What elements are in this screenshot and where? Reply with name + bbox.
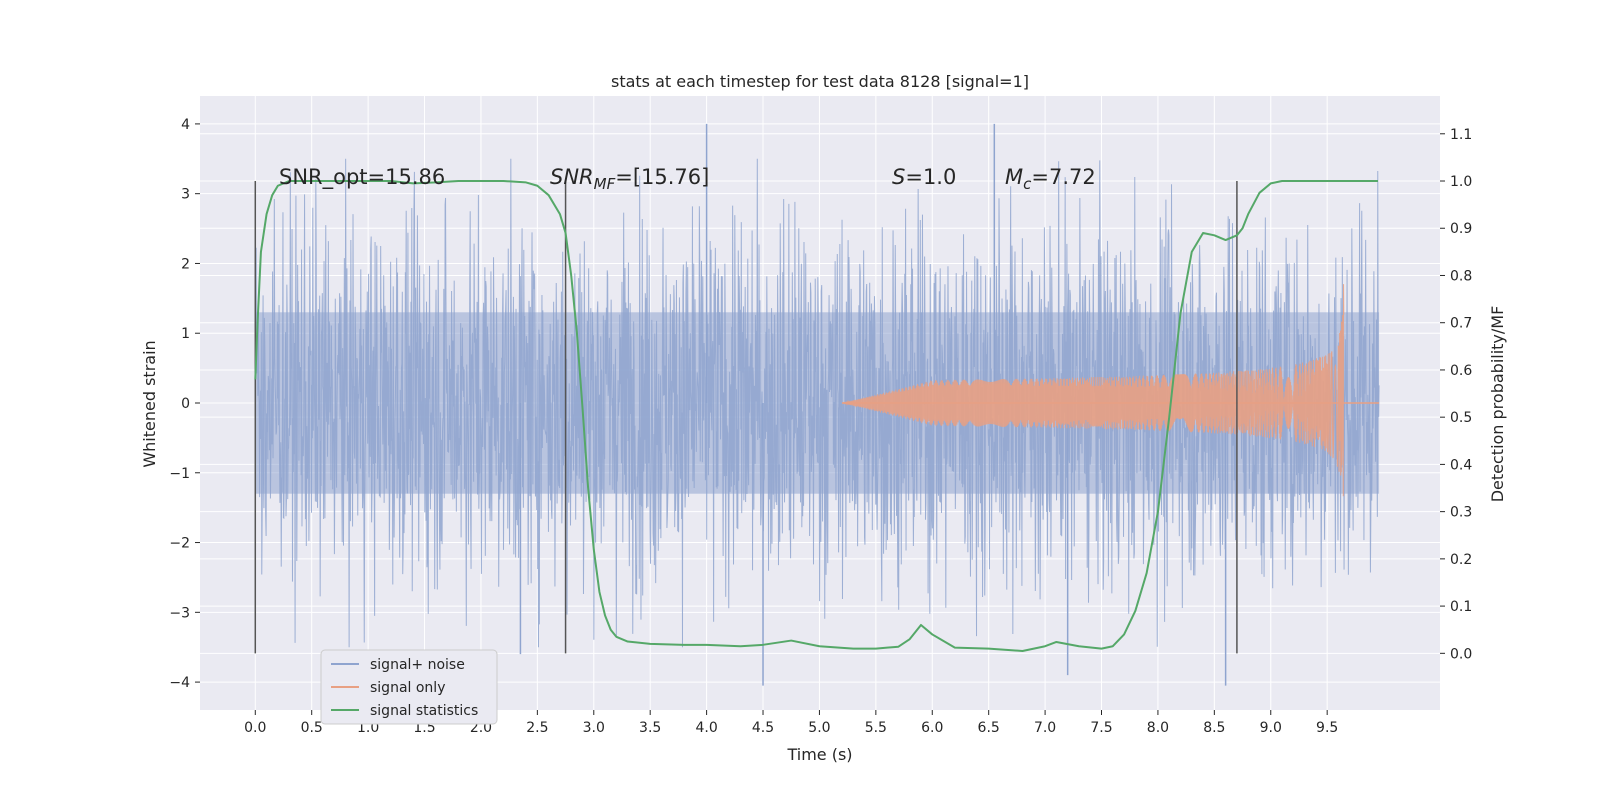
x-tick-label: 0.5 bbox=[301, 720, 323, 736]
annotation-mc: Mc=7.72 bbox=[1005, 165, 1096, 193]
x-tick-label: 7.0 bbox=[1034, 720, 1056, 736]
y-tick-label: 2 bbox=[181, 256, 190, 272]
x-tick-label: 3.0 bbox=[583, 720, 605, 736]
x-tick-label: 3.5 bbox=[639, 720, 661, 736]
noise-trace bbox=[254, 158, 1380, 648]
chart-title: stats at each timestep for test data 812… bbox=[611, 72, 1029, 91]
x-tick-label: 5.0 bbox=[808, 720, 830, 736]
y-tick-label: 4 bbox=[181, 117, 190, 133]
x-tick-label: 0.0 bbox=[244, 720, 266, 736]
y2-tick-label: 0.0 bbox=[1450, 646, 1472, 662]
annotation-snr-mf: SNRMF=[15.76] bbox=[550, 165, 709, 193]
x-tick-label: 8.0 bbox=[1147, 720, 1169, 736]
y-tick-label: 1 bbox=[181, 326, 190, 342]
y-tick-label: 0 bbox=[181, 396, 190, 412]
x-axis-label: Time (s) bbox=[786, 745, 852, 764]
x-tick-label: 9.0 bbox=[1260, 720, 1282, 736]
y-tick-label: −2 bbox=[169, 536, 190, 552]
legend-label-stats: signal statistics bbox=[370, 703, 478, 719]
statistics-trace bbox=[254, 180, 1378, 652]
annotation-snr-opt: SNR_opt=15.86 bbox=[279, 165, 445, 190]
y2-tick-label: 0.6 bbox=[1450, 363, 1472, 379]
legend-box bbox=[320, 649, 498, 725]
x-tick-label: 8.5 bbox=[1203, 720, 1225, 736]
y2-tick-label: 0.5 bbox=[1450, 410, 1472, 426]
y2-tick-label: 1.0 bbox=[1450, 174, 1472, 190]
legend-label-noise: signal+ noise bbox=[370, 657, 465, 673]
axis-ticks: 0.0 0.5 1.0 1.5 2.0 2.5 3.0 3.5 4.0 4.5 5.0 5.5 6.0 6… bbox=[169, 117, 1472, 736]
y2-tick-label: 1.1 bbox=[1450, 127, 1472, 143]
x-tick-label: 2.5 bbox=[526, 720, 548, 736]
y-tick-label: 3 bbox=[181, 187, 190, 203]
x-tick-label: 6.5 bbox=[978, 720, 1000, 736]
y2-tick-label: 0.3 bbox=[1450, 505, 1472, 521]
annotation-s: S=1.0 bbox=[892, 165, 956, 189]
y2-tick-label: 0.1 bbox=[1450, 599, 1472, 615]
x-tick-label: 7.5 bbox=[1090, 720, 1112, 736]
chirp-trace bbox=[841, 284, 1345, 497]
x-tick-label: 6.0 bbox=[921, 720, 943, 736]
x-tick-label: 5.5 bbox=[865, 720, 887, 736]
y2-tick-label: 0.9 bbox=[1450, 221, 1472, 237]
y-tick-label: −3 bbox=[169, 605, 190, 621]
series-signal-only bbox=[841, 284, 1380, 497]
y2-tick-label: 0.8 bbox=[1450, 268, 1472, 284]
vertical-markers bbox=[254, 181, 1238, 654]
y-axis-label: Whitened strain bbox=[140, 340, 159, 467]
y2-axis-label: Detection probability/MF bbox=[1488, 306, 1507, 503]
y2-tick-label: 0.7 bbox=[1450, 316, 1472, 332]
x-tick-label: 4.5 bbox=[752, 720, 774, 736]
y-tick-label: −1 bbox=[169, 466, 190, 482]
legend: signal+ noise signal only signal statist… bbox=[320, 649, 498, 725]
y-tick-label: −4 bbox=[169, 675, 190, 691]
x-tick-label: 4.0 bbox=[695, 720, 717, 736]
series-signal-statistics bbox=[254, 180, 1378, 652]
x-tick-label: 9.5 bbox=[1316, 720, 1338, 736]
y2-tick-label: 0.4 bbox=[1450, 457, 1472, 473]
y2-tick-label: 0.2 bbox=[1450, 552, 1472, 568]
legend-label-signal: signal only bbox=[370, 680, 445, 696]
